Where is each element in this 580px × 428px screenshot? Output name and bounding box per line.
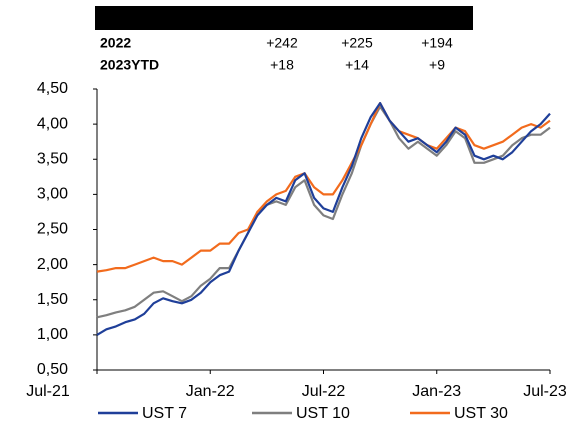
y-tick-label: 3,00: [37, 186, 68, 203]
table-header-bg: [95, 6, 473, 30]
x-tick-label: Jan-23: [412, 383, 461, 400]
y-tick-label: 2,50: [37, 221, 68, 238]
x-tick-label: Jul-23: [523, 383, 567, 400]
y-tick-label: 4,00: [37, 115, 68, 132]
series-line: [96, 102, 551, 336]
series-line: [96, 102, 551, 273]
table-header-cell: UST 30Y: [409, 9, 466, 25]
table-cell: +14: [345, 57, 369, 73]
y-tick-label: 1,50: [37, 291, 68, 308]
legend-label: UST 30: [454, 405, 508, 422]
table-cell: +225: [341, 35, 373, 51]
table-cell: 2023YTD: [100, 57, 159, 73]
table-header-cell: UST 7Y: [258, 9, 307, 25]
legend-label: UST 10: [296, 405, 350, 422]
table-cell: +194: [421, 35, 453, 51]
table-cell: +242: [266, 35, 298, 51]
x-tick-label: Jul-22: [302, 383, 346, 400]
y-tick-label: 0,50: [37, 361, 68, 378]
x-tick-label: Jan-22: [186, 383, 235, 400]
table-header-cell: UST 10Y: [329, 9, 386, 25]
y-tick-label: 3,50: [37, 150, 68, 167]
series-line: [96, 105, 551, 319]
table-cell: 2022: [100, 35, 131, 51]
y-tick-label: 2,00: [37, 256, 68, 273]
y-tick-label: 1,00: [37, 326, 68, 343]
table-header-cell: Cambio (bps): [100, 9, 184, 25]
y-tick-label: 4,50: [37, 80, 68, 97]
table-cell: +9: [429, 57, 445, 73]
legend-label: UST 7: [142, 405, 187, 422]
table-cell: +18: [270, 57, 294, 73]
x-tick-label: Jul-21: [26, 383, 70, 400]
